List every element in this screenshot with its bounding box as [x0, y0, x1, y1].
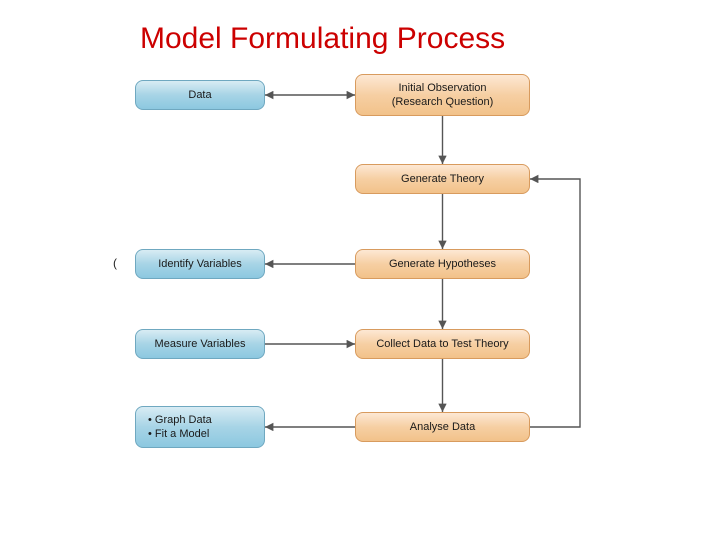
node-measure-variables: Measure Variables [135, 329, 265, 359]
node-label: (Research Question) [392, 95, 494, 109]
node-label: Collect Data to Test Theory [376, 337, 508, 351]
node-identify-variables: Identify Variables [135, 249, 265, 279]
node-label: Generate Theory [401, 172, 484, 186]
node-initial-observation: Initial Observation (Research Question) [355, 74, 530, 116]
node-label: • Graph Data [148, 413, 212, 427]
stray-paren: ( [113, 256, 117, 270]
node-generate-theory: Generate Theory [355, 164, 530, 194]
node-analyse-data: Analyse Data [355, 412, 530, 442]
node-label: Data [188, 88, 211, 102]
node-collect-data: Collect Data to Test Theory [355, 329, 530, 359]
page-title: Model Formulating Process [140, 22, 505, 56]
node-label: Analyse Data [410, 420, 475, 434]
node-label: Identify Variables [158, 257, 242, 271]
node-data: Data [135, 80, 265, 110]
node-generate-hypotheses: Generate Hypotheses [355, 249, 530, 279]
node-label: Generate Hypotheses [389, 257, 496, 271]
node-label: Measure Variables [155, 337, 246, 351]
node-label: Initial Observation [398, 81, 486, 95]
node-label: • Fit a Model [148, 427, 209, 441]
node-graph-fit-model: • Graph Data • Fit a Model [135, 406, 265, 448]
